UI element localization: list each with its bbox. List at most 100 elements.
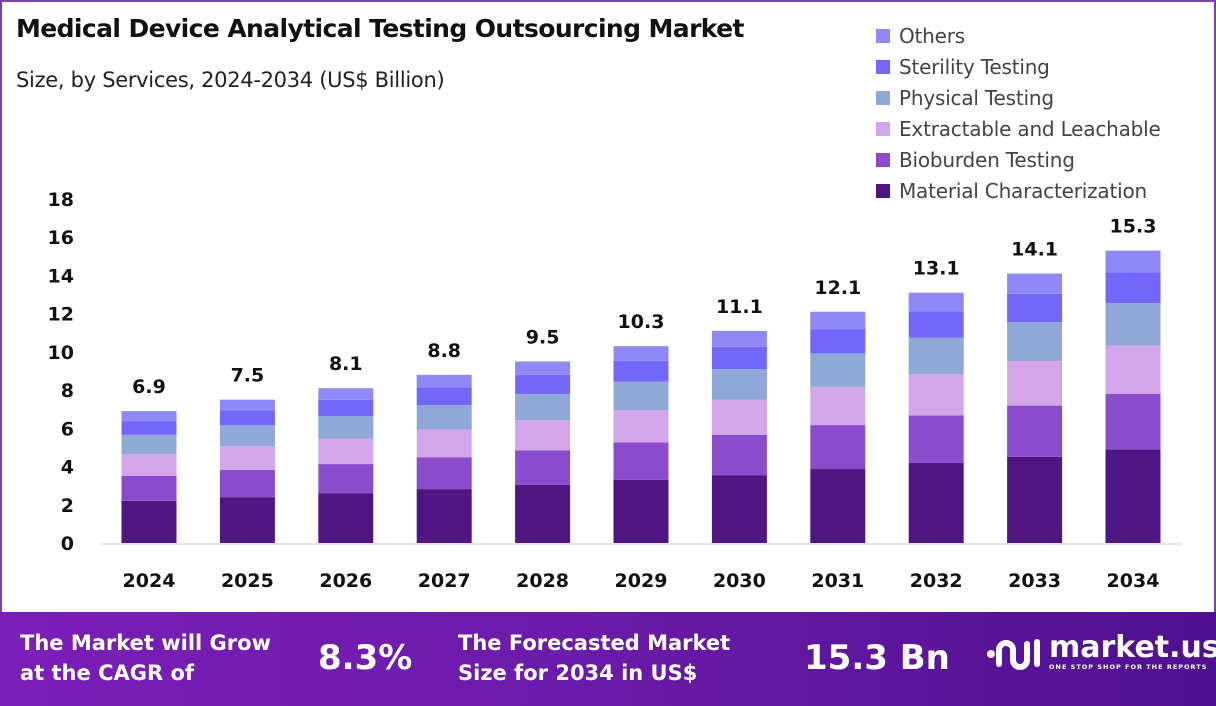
bar-segment-extractable-and-leachable: [515, 420, 571, 451]
bar-segment-others: [711, 330, 767, 347]
bar-segment-physical-testing: [515, 393, 571, 421]
legend-item: Bioburden Testing: [876, 144, 1161, 175]
bar-segment-sterility-testing: [1007, 293, 1063, 323]
bar-segment-bioburden-testing: [613, 442, 669, 480]
bar-segment-bioburden-testing: [318, 464, 374, 494]
bar-segment-material-characterization: [908, 462, 964, 543]
bar-segment-physical-testing: [613, 381, 669, 410]
logo-name: market.us: [1049, 630, 1216, 665]
forecast-label-line1: The Forecasted Market: [458, 631, 731, 655]
bar-segment-others: [810, 311, 866, 330]
bar-total-label: 12.1: [814, 277, 861, 299]
bar-total-label: 11.1: [716, 296, 763, 318]
bar-total-label: 6.9: [132, 376, 166, 398]
bar-segment-material-characterization: [219, 497, 275, 543]
y-tick-label: 12: [48, 304, 74, 326]
bar-segment-bioburden-testing: [515, 450, 571, 485]
chart-title: Medical Device Analytical Testing Outsou…: [16, 14, 744, 43]
bar-segment-bioburden-testing: [908, 415, 964, 463]
bar-segment-physical-testing: [810, 353, 866, 387]
legend-swatch: [876, 121, 890, 136]
bar-segment-bioburden-testing: [121, 475, 177, 501]
bar-segment-extractable-and-leachable: [1007, 361, 1063, 406]
bar-segment-material-characterization: [416, 489, 472, 543]
x-tick-label: 2024: [123, 570, 176, 592]
bar-segment-others: [613, 346, 669, 361]
bar-segment-bioburden-testing: [219, 469, 275, 498]
bar-segment-physical-testing: [416, 405, 472, 430]
bar-segment-sterility-testing: [613, 360, 669, 382]
x-tick-label: 2027: [418, 570, 471, 592]
bar-segment-physical-testing: [219, 425, 275, 447]
bar-segment-material-characterization: [515, 484, 571, 543]
bar-segment-sterility-testing: [711, 346, 767, 370]
x-tick-label: 2025: [221, 570, 274, 592]
bar-segment-material-characterization: [1105, 449, 1161, 543]
legend-item: Others: [876, 20, 1161, 51]
forecast-label-line2: Size for 2034 in US$: [458, 661, 698, 685]
bar-segment-material-characterization: [121, 500, 177, 543]
bar-segment-physical-testing: [1007, 322, 1063, 362]
bar-segment-others: [908, 292, 964, 312]
cagr-label-line2: at the CAGR of: [20, 661, 195, 685]
bar-total-label: 14.1: [1011, 239, 1058, 261]
forecast-value: 15.3 Bn: [804, 638, 950, 678]
legend-label: Physical Testing: [899, 85, 1054, 110]
legend-label: Bioburden Testing: [899, 147, 1075, 172]
bar-segment-physical-testing: [711, 369, 767, 400]
bar-segment-others: [318, 388, 374, 400]
y-tick-label: 8: [61, 380, 74, 402]
stacked-bar-chart: 0 2 4 6 8 10 12 14 16 18 6.9 2024 7.5 2025 8.1 2026 8.8 2…: [48, 189, 1182, 592]
bar-segment-extractable-and-leachable: [908, 374, 964, 416]
legend-item: Physical Testing: [876, 82, 1161, 113]
legend-item: Extractable and Leachable: [876, 113, 1161, 144]
legend-label: Sterility Testing: [899, 54, 1050, 79]
market-us-logo: market.us ONE STOP SHOP FOR THE REPORTS: [985, 630, 1216, 674]
y-tick-label: 14: [48, 265, 74, 287]
bar-segment-sterility-testing: [515, 374, 571, 394]
bar-total-label: 7.5: [231, 365, 265, 387]
bar-segment-others: [1105, 250, 1161, 273]
x-tick-label: 2028: [516, 570, 569, 592]
bar-segment-extractable-and-leachable: [121, 453, 177, 476]
x-tick-label: 2032: [910, 570, 963, 592]
bar-segment-bioburden-testing: [711, 434, 767, 476]
bar-segment-sterility-testing: [810, 329, 866, 354]
bar-segment-physical-testing: [908, 337, 964, 375]
bar-segment-extractable-and-leachable: [1105, 345, 1161, 394]
y-tick-label: 4: [61, 457, 74, 479]
y-tick-label: 16: [48, 227, 74, 249]
y-tick-label: 10: [48, 342, 74, 364]
bar-total-label: 8.1: [329, 353, 363, 375]
bar-segment-material-characterization: [810, 469, 866, 543]
bar-total-label: 8.8: [427, 340, 461, 362]
legend-swatch: [876, 28, 890, 43]
bar-segment-material-characterization: [318, 493, 374, 543]
x-tick-label: 2029: [615, 570, 668, 592]
legend-item: Material Characterization: [876, 175, 1161, 206]
bar-segment-material-characterization: [1007, 456, 1063, 543]
bar-segment-others: [121, 411, 177, 422]
bar-segment-bioburden-testing: [416, 457, 472, 490]
bar-segment-others: [515, 361, 571, 375]
y-tick-label: 0: [61, 533, 74, 555]
legend-label: Extractable and Leachable: [899, 116, 1161, 141]
legend: Others Sterility Testing Physical Testing E…: [876, 20, 1161, 206]
legend-label: Material Characterization: [899, 178, 1147, 203]
bar-segment-sterility-testing: [318, 399, 374, 417]
bar-segment-sterility-testing: [416, 387, 472, 406]
bar-segment-sterility-testing: [219, 410, 275, 426]
cagr-value: 8.3%: [318, 638, 413, 678]
bar-segment-physical-testing: [318, 416, 374, 439]
footer-banner: The Market will Grow at the CAGR of 8.3%…: [0, 612, 1216, 706]
legend-swatch: [876, 183, 890, 198]
x-tick-label: 2033: [1008, 570, 1061, 592]
bar-segment-physical-testing: [1105, 303, 1161, 346]
logo-tagline: ONE STOP SHOP FOR THE REPORTS: [1049, 663, 1208, 671]
bar-segment-others: [1007, 273, 1063, 294]
logo-mark-icon: [987, 639, 1040, 670]
legend-swatch: [876, 59, 890, 74]
forecast-label: The Forecasted Market Size for 2034 in U…: [458, 628, 730, 688]
bar-segment-sterility-testing: [908, 311, 964, 338]
